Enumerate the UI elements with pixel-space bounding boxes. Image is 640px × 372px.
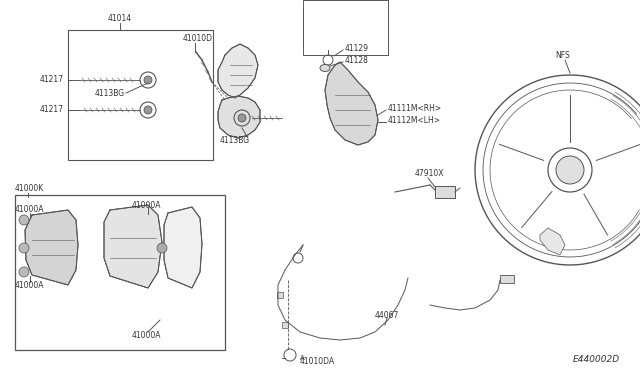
Circle shape xyxy=(238,114,246,122)
Polygon shape xyxy=(164,207,202,288)
Circle shape xyxy=(19,215,29,225)
Text: 41010D: 41010D xyxy=(183,33,213,42)
Text: 41000A: 41000A xyxy=(132,330,161,340)
Text: 47910X: 47910X xyxy=(415,169,445,177)
Text: 41000A: 41000A xyxy=(15,205,45,214)
Text: 4113BG: 4113BG xyxy=(95,89,125,97)
Text: 41111M<RH>: 41111M<RH> xyxy=(388,103,442,112)
Bar xyxy=(282,322,288,328)
Circle shape xyxy=(144,106,152,114)
Text: 41010DA: 41010DA xyxy=(300,357,335,366)
Polygon shape xyxy=(218,44,258,98)
Text: 4113BG: 4113BG xyxy=(220,135,250,144)
Text: 41000A: 41000A xyxy=(132,201,161,209)
Text: 41217: 41217 xyxy=(40,74,64,83)
Text: 41000A: 41000A xyxy=(15,280,45,289)
Text: 41000K: 41000K xyxy=(15,183,44,192)
Bar xyxy=(15,195,225,350)
Text: 44067: 44067 xyxy=(375,311,399,320)
Polygon shape xyxy=(104,205,162,288)
Text: A: A xyxy=(300,355,305,361)
Text: NFS: NFS xyxy=(555,51,570,60)
Text: 41128: 41128 xyxy=(345,55,369,64)
Polygon shape xyxy=(325,62,378,145)
Text: 41129: 41129 xyxy=(345,44,369,52)
Circle shape xyxy=(157,243,167,253)
Bar xyxy=(277,292,283,298)
Polygon shape xyxy=(25,210,78,285)
Bar xyxy=(500,275,514,283)
Circle shape xyxy=(19,243,29,253)
Text: 41112M<LH>: 41112M<LH> xyxy=(388,115,441,125)
Ellipse shape xyxy=(320,64,330,71)
Circle shape xyxy=(144,76,152,84)
Bar xyxy=(303,0,388,55)
Polygon shape xyxy=(540,228,565,255)
Bar xyxy=(68,30,213,160)
Text: 41014: 41014 xyxy=(108,13,132,22)
Text: E440002D: E440002D xyxy=(573,356,620,365)
Circle shape xyxy=(556,156,584,184)
Polygon shape xyxy=(218,96,260,138)
Text: 41217: 41217 xyxy=(40,105,64,113)
Circle shape xyxy=(19,267,29,277)
Bar xyxy=(435,186,455,198)
